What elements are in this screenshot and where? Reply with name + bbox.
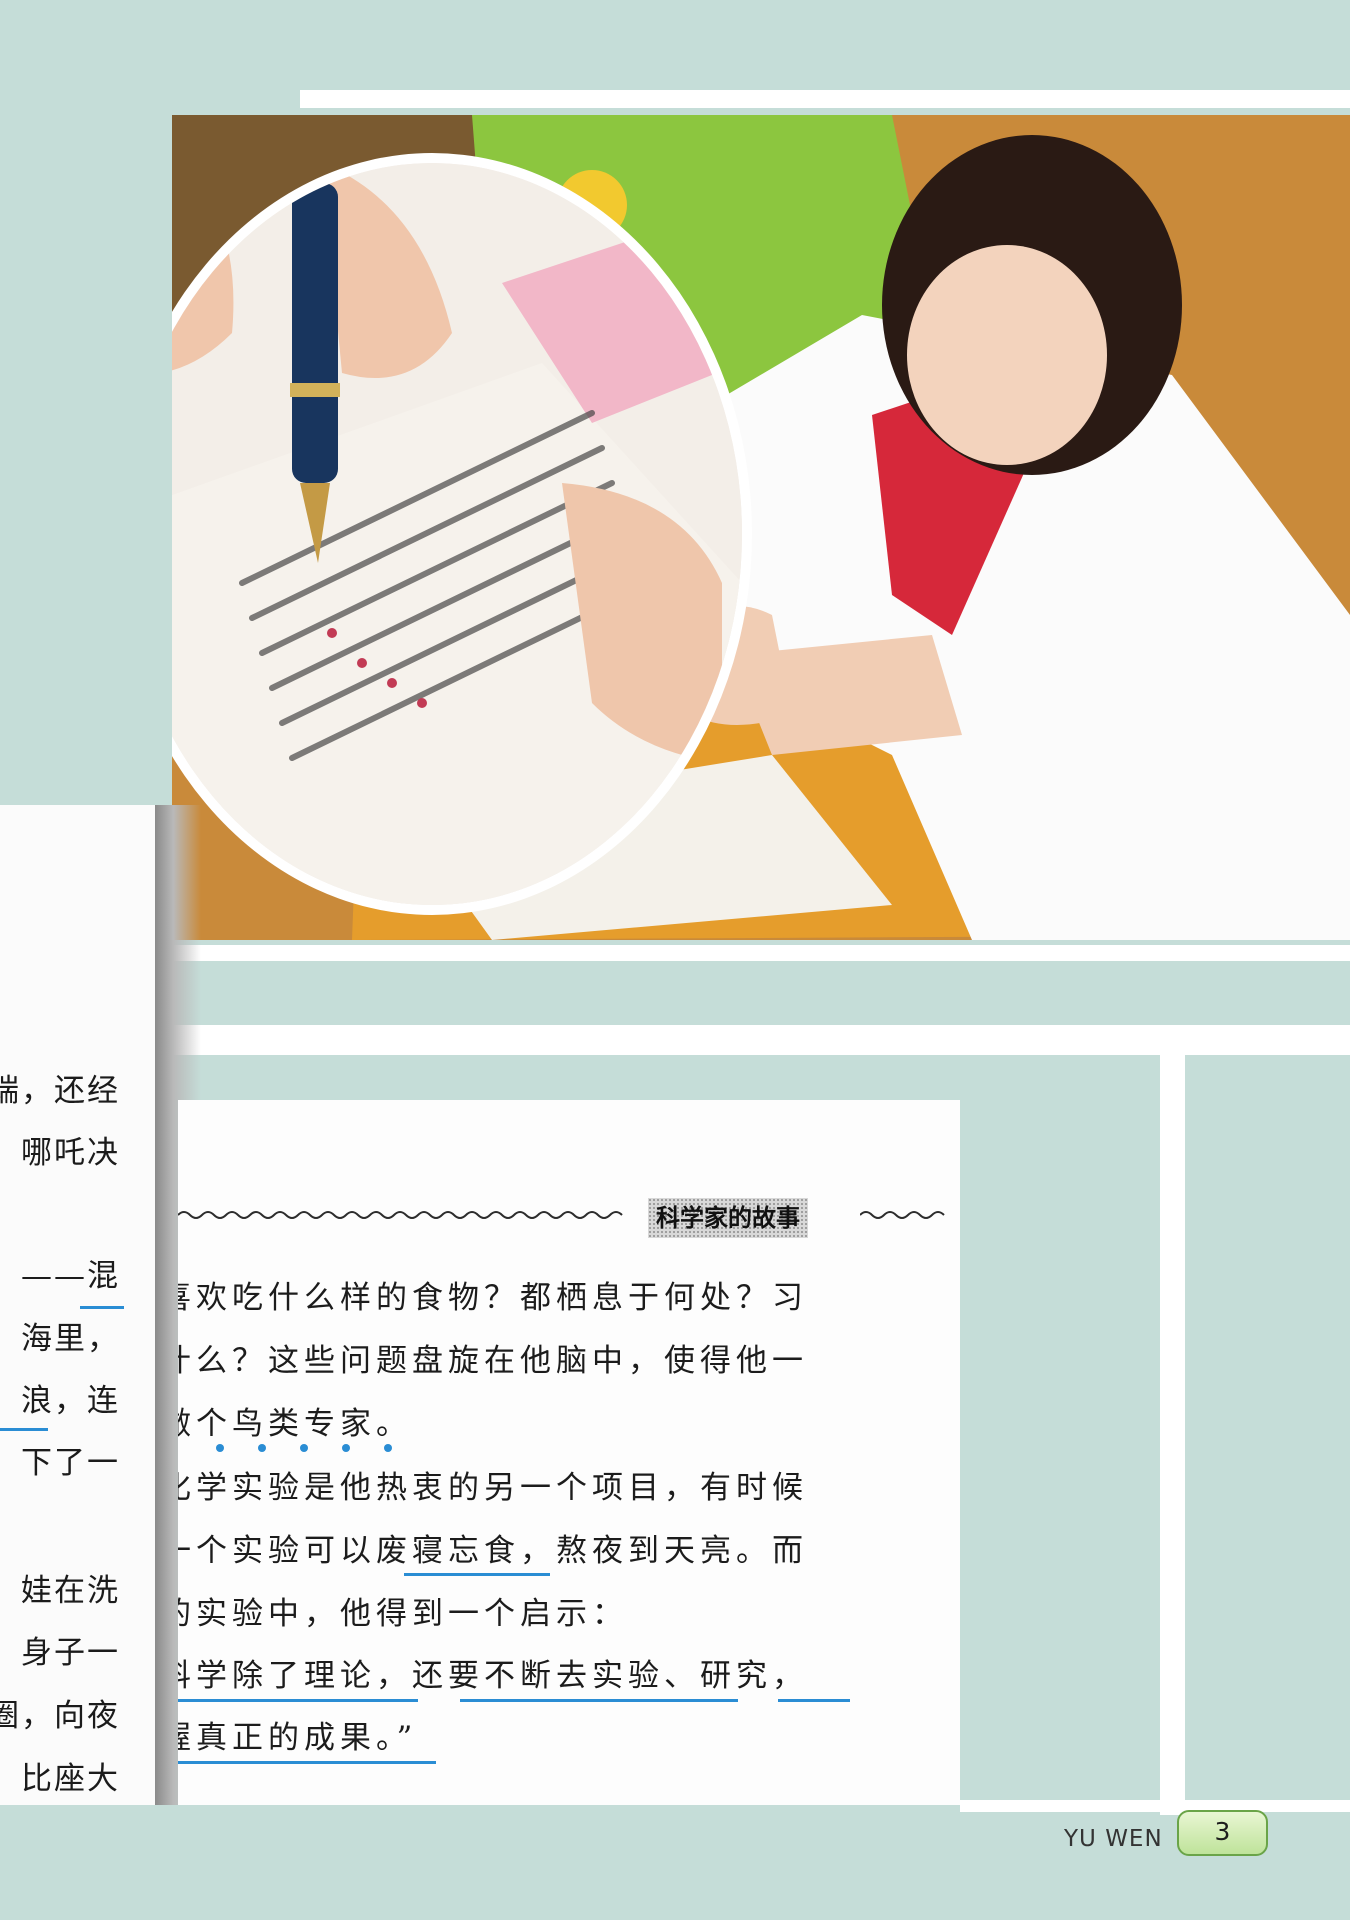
text-line: 化学实验是他热衷的另一个项目，有时候 xyxy=(178,1470,808,1506)
left-line: 海里， xyxy=(21,1321,120,1357)
vocab-underline xyxy=(404,1570,550,1576)
decorative-wave-right xyxy=(860,1211,945,1219)
left-line: 下了一 xyxy=(21,1445,120,1481)
left-line: 浪，连 xyxy=(21,1383,120,1419)
text-line: 握真正的成果。” xyxy=(178,1720,418,1756)
page-number-tab: 3 xyxy=(1177,1810,1268,1856)
left-line: 娃在洗 xyxy=(21,1573,120,1609)
emphasis-dots xyxy=(216,1444,416,1458)
vertical-stripe xyxy=(1160,1055,1185,1815)
left-line: 端，还经 xyxy=(0,1073,120,1109)
top-stripe xyxy=(300,90,1350,108)
main-text-page: 科学家的故事 喜欢吃什么样的食物？都栖息于何处？习 什么？这些问题盘旋在他脑中，… xyxy=(178,1100,960,1805)
text-line: 喜欢吃什么样的食物？都栖息于何处？习 xyxy=(178,1280,808,1316)
footer-label: YU WEN xyxy=(1064,1826,1163,1852)
bottom-stripe xyxy=(960,1800,1350,1812)
left-line: 身子一 xyxy=(21,1635,120,1671)
text-line: 一个实验可以废寝忘食，熬夜到天亮。而 xyxy=(178,1533,808,1569)
left-underline xyxy=(80,1303,124,1309)
left-line: ——混 xyxy=(21,1258,120,1294)
quote-underline xyxy=(778,1696,850,1702)
classroom-photo xyxy=(172,115,1350,940)
middle-stripe-lower xyxy=(172,1025,1350,1055)
middle-stripe-upper xyxy=(172,945,1350,961)
text-line: 科学除了理论，还要不断去实验、研究， xyxy=(178,1658,808,1694)
left-line: 圈，向夜 xyxy=(0,1698,120,1734)
left-underline xyxy=(0,1425,48,1431)
quote-underline xyxy=(460,1696,738,1702)
handwriting-closeup-inset xyxy=(172,153,752,915)
text-line: 什么？这些问题盘旋在他脑中，使得他一 xyxy=(178,1343,808,1379)
quote-underline xyxy=(178,1758,436,1764)
text-line: 做个鸟类专家。 xyxy=(178,1406,412,1442)
left-line: 比座大 xyxy=(21,1761,120,1797)
text-line: 的实验中，他得到一个启示： xyxy=(178,1596,628,1632)
left-line: 哪吒决 xyxy=(21,1135,120,1171)
left-text-page: 端，还经 哪吒决 ——混 海里， 浪，连 下了一 娃在洗 身子一 圈，向夜 比座… xyxy=(0,805,158,1805)
decorative-wave-left xyxy=(178,1211,623,1219)
quote-underline xyxy=(178,1696,418,1702)
section-title: 科学家的故事 xyxy=(648,1198,808,1238)
